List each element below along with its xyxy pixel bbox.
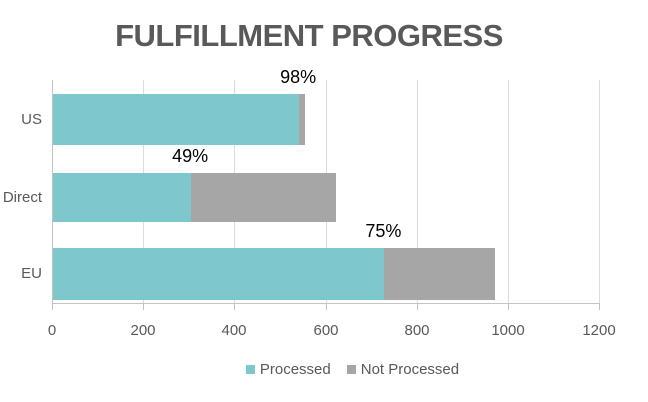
x-axis-tick-1200: [599, 303, 600, 310]
x-axis-tick-200: [143, 303, 144, 310]
chart-title: FULFILLMENT PROGRESS: [115, 18, 503, 53]
bar-eu-not-processed: [384, 248, 496, 300]
legend-item-not-processed: Not Processed: [346, 361, 460, 378]
legend-label-processed: Processed: [259, 361, 331, 378]
x-axis-tick-0: [52, 303, 53, 310]
x-axis-tick-800: [417, 303, 418, 310]
plot-area: 0 200 400 600 800 1000 1200 98% US 49% Direct 75% EU: [3, 67, 616, 339]
bar-eu-processed: [53, 248, 385, 300]
x-axis-label-1000: 1000: [491, 322, 525, 339]
data-label-eu: 75%: [365, 221, 402, 241]
x-axis-label-1200: 1200: [582, 322, 616, 339]
bar-direct-processed: [53, 173, 192, 222]
x-axis-label-600: 600: [313, 322, 339, 339]
category-label-direct: Direct: [2, 188, 42, 206]
x-axis-tick-400: [234, 303, 235, 310]
y-axis-line: [52, 80, 53, 303]
x-axis-line: [52, 303, 600, 304]
category-label-eu: EU: [21, 265, 42, 282]
x-axis-tick-600: [326, 303, 327, 310]
legend-label-not-processed: Not Processed: [360, 361, 460, 378]
x-axis-label-400: 400: [221, 322, 247, 339]
x-axis-label-0: 0: [47, 322, 57, 339]
legend: Processed Not Processed: [79, 361, 626, 378]
gridline-1000: [508, 80, 509, 303]
bar-us-processed: [53, 94, 300, 145]
bar-us-not-processed: [299, 94, 305, 145]
x-axis-label-800: 800: [404, 322, 430, 339]
bar-direct-not-processed: [191, 173, 336, 222]
x-axis-label-200: 200: [130, 322, 156, 339]
legend-item-processed: Processed: [245, 361, 331, 378]
data-label-direct: 49%: [172, 146, 209, 166]
legend-swatch-not-processed: [346, 365, 356, 374]
category-label-us: US: [21, 110, 42, 128]
legend-swatch-processed: [245, 365, 255, 374]
gridline-800: [417, 80, 418, 303]
x-axis-tick-1000: [508, 303, 509, 310]
data-label-us: 98%: [280, 67, 317, 87]
gridline-1200: [599, 80, 600, 303]
